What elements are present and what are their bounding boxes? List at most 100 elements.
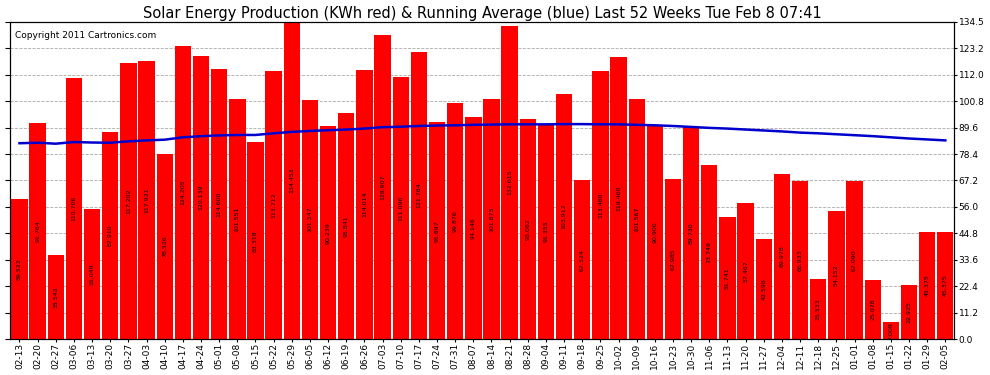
Bar [629, 99, 644, 339]
Text: 117.921: 117.921 [145, 187, 149, 213]
Bar [483, 99, 500, 339]
Bar [665, 178, 681, 339]
Bar [48, 255, 64, 339]
Text: 91.764: 91.764 [36, 220, 41, 242]
Text: 103.912: 103.912 [561, 204, 566, 229]
Bar [374, 35, 391, 339]
Text: 114.014: 114.014 [362, 192, 367, 217]
Bar [120, 63, 137, 339]
Bar [193, 56, 209, 339]
Text: 67.090: 67.090 [852, 249, 857, 271]
Text: 124.205: 124.205 [180, 180, 185, 206]
Bar [411, 52, 427, 339]
Bar [283, 22, 300, 339]
Bar [156, 154, 173, 339]
Text: 101.567: 101.567 [635, 207, 640, 232]
Bar [919, 232, 936, 339]
Text: 90.900: 90.900 [652, 221, 657, 243]
Text: 93.082: 93.082 [526, 218, 531, 240]
Text: 113.460: 113.460 [598, 192, 603, 218]
Text: 51.741: 51.741 [725, 267, 730, 289]
Text: 45.375: 45.375 [925, 274, 930, 296]
Bar [393, 77, 409, 339]
Bar [248, 142, 263, 339]
Text: 67.324: 67.324 [580, 249, 585, 270]
Bar [520, 119, 536, 339]
Text: 22.925: 22.925 [907, 301, 912, 323]
Text: 25.078: 25.078 [870, 298, 875, 320]
Text: 114.600: 114.600 [217, 191, 222, 216]
Text: 7.009: 7.009 [888, 322, 893, 340]
Text: 120.139: 120.139 [199, 184, 204, 210]
Bar [429, 122, 446, 339]
Bar [11, 199, 28, 339]
Bar [592, 71, 609, 339]
Text: 57.467: 57.467 [743, 260, 748, 282]
Text: Copyright 2011 Cartronics.com: Copyright 2011 Cartronics.com [15, 31, 156, 40]
Text: 99.876: 99.876 [452, 210, 457, 232]
Bar [265, 71, 282, 339]
Text: 59.522: 59.522 [17, 258, 22, 280]
Bar [447, 104, 463, 339]
Text: 128.907: 128.907 [380, 174, 385, 200]
Text: 83.318: 83.318 [253, 230, 258, 252]
Bar [84, 209, 100, 339]
Bar [30, 123, 46, 339]
Bar [846, 181, 862, 339]
Bar [574, 180, 590, 339]
Text: 113.712: 113.712 [271, 192, 276, 218]
Text: 91.897: 91.897 [435, 220, 440, 242]
Bar [864, 280, 881, 339]
Text: 101.347: 101.347 [308, 207, 313, 232]
Text: 110.706: 110.706 [71, 196, 76, 221]
Text: 90.239: 90.239 [326, 222, 331, 243]
Bar [320, 126, 337, 339]
Bar [938, 232, 953, 339]
Bar [829, 211, 844, 339]
Text: 95.841: 95.841 [344, 215, 348, 237]
Text: 91.355: 91.355 [544, 220, 548, 242]
Text: 55.049: 55.049 [90, 263, 95, 285]
Bar [229, 99, 246, 339]
Bar [901, 285, 917, 339]
Bar [774, 174, 790, 339]
Bar [174, 46, 191, 339]
Bar [356, 70, 372, 339]
Text: 25.533: 25.533 [816, 298, 821, 320]
Bar [538, 123, 554, 339]
Title: Solar Energy Production (KWh red) & Running Average (blue) Last 52 Weeks Tue Feb: Solar Energy Production (KWh red) & Runn… [143, 6, 822, 21]
Text: 94.146: 94.146 [471, 217, 476, 239]
Text: 78.526: 78.526 [162, 236, 167, 257]
Bar [465, 117, 481, 339]
Bar [611, 57, 627, 339]
Text: 111.096: 111.096 [398, 195, 403, 220]
Bar [755, 238, 772, 339]
Text: 54.152: 54.152 [834, 264, 839, 286]
Text: 132.615: 132.615 [507, 170, 512, 195]
Bar [65, 78, 82, 339]
Bar [502, 26, 518, 339]
Bar [883, 322, 899, 339]
Text: 121.764: 121.764 [417, 183, 422, 208]
Bar [211, 69, 228, 339]
Text: 45.375: 45.375 [942, 274, 947, 296]
Text: 101.875: 101.875 [489, 206, 494, 231]
Text: 87.910: 87.910 [108, 225, 113, 246]
Bar [646, 124, 663, 339]
Bar [556, 94, 572, 339]
Bar [792, 181, 808, 339]
Bar [102, 132, 119, 339]
Text: 67.985: 67.985 [670, 248, 675, 270]
Bar [683, 128, 699, 339]
Bar [720, 217, 736, 339]
Text: 117.202: 117.202 [126, 188, 131, 214]
Text: 134.453: 134.453 [289, 168, 294, 193]
Text: 35.542: 35.542 [53, 286, 58, 308]
Bar [701, 165, 718, 339]
Text: 89.730: 89.730 [689, 222, 694, 244]
Bar [139, 61, 154, 339]
Bar [339, 113, 354, 339]
Text: 69.978: 69.978 [779, 246, 784, 267]
Text: 101.551: 101.551 [235, 207, 240, 232]
Bar [810, 279, 827, 339]
